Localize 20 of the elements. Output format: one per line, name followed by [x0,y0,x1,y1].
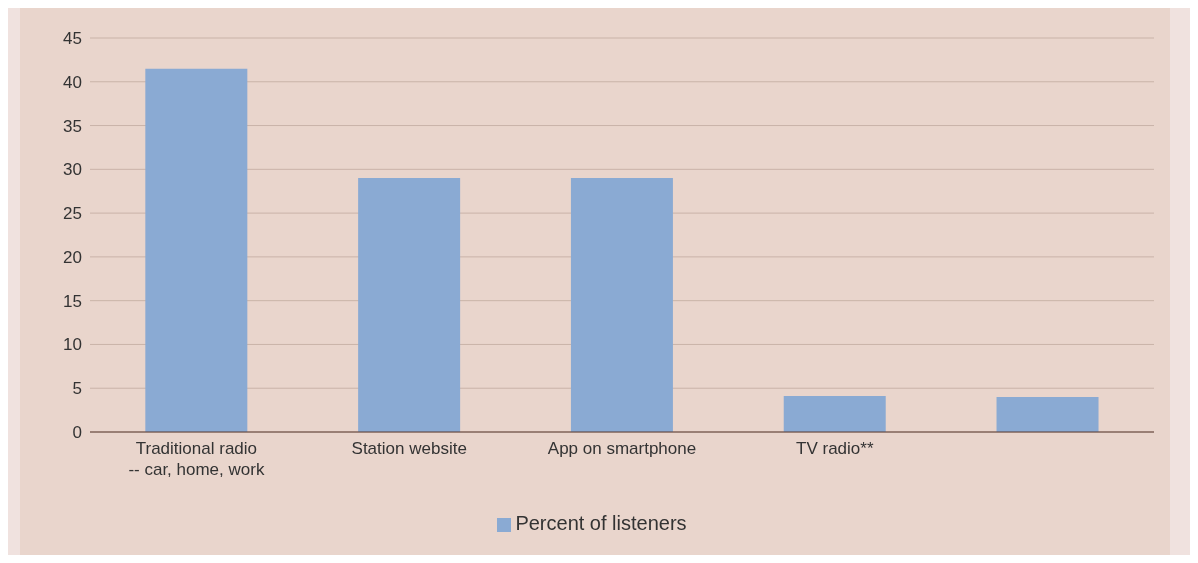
bar [358,178,461,432]
bar [783,396,886,432]
y-tick-label: 35 [63,116,82,136]
x-tick-label: App on smartphone [547,439,697,458]
legend-label: Percent of listeners [515,512,687,534]
x-tick-label: Station website [351,439,467,458]
bar [570,178,673,432]
x-tick-label: TV radio** [796,439,874,458]
y-tick-label: 10 [63,335,82,355]
bar [996,396,1099,432]
y-tick-label: 5 [72,379,82,399]
y-tick-label: 45 [63,29,82,49]
y-tick-label: 30 [63,160,82,180]
y-tick-label: 15 [63,291,82,311]
y-tick-label: 0 [72,423,82,443]
y-tick-label: 25 [63,204,82,224]
y-tick-label: 40 [63,72,82,92]
bar [145,68,248,432]
x-tick-label: Traditional radio -- car, home, work [128,439,265,479]
y-tick-label: 20 [63,247,82,267]
